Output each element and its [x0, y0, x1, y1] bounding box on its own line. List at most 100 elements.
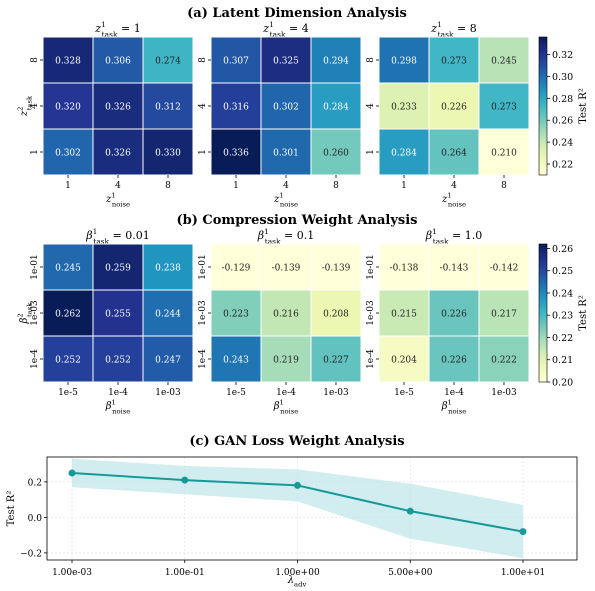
y-tick-label: 8	[30, 57, 40, 63]
cell-label: 0.223	[223, 310, 249, 320]
y-tick-label: 4	[30, 103, 40, 109]
cell-label: 0.330	[155, 149, 181, 159]
x-tick-label: 1	[233, 181, 239, 191]
cell-label: -0.139	[322, 264, 351, 274]
x-axis-label: z1 noise	[105, 192, 130, 209]
data-point	[294, 481, 301, 489]
x-axis-label: z1 noise	[441, 192, 466, 209]
heatmap-title: z1 task = 4	[262, 20, 308, 39]
cell-label: 0.264	[441, 149, 467, 159]
cell-label: 0.243	[223, 356, 249, 366]
cell-label: 0.273	[491, 103, 517, 113]
data-point	[519, 528, 527, 536]
cell-label: 0.262	[55, 310, 81, 320]
colorbar-tick-label: 0.22	[552, 333, 573, 344]
cell-label: 0.226	[441, 310, 467, 320]
heatmap-cell	[428, 335, 480, 383]
data-point	[68, 469, 76, 477]
cell-label: 0.222	[491, 356, 517, 366]
heatmap-cell	[428, 243, 480, 291]
cell-label: -0.139	[272, 264, 301, 274]
y-tick-label: 4	[366, 103, 376, 109]
y-tick-label: 4	[198, 103, 208, 109]
heatmap-cell	[142, 82, 194, 130]
cell-label: 0.274	[155, 57, 181, 67]
heatmap-cell	[42, 36, 94, 84]
cell-label: 0.245	[55, 264, 81, 274]
heatmap-cell	[260, 36, 312, 84]
cell-label: 0.312	[155, 103, 181, 113]
cell-label: 0.307	[223, 57, 249, 67]
cell-label: 0.328	[55, 57, 81, 67]
heatmap-cell	[260, 82, 312, 130]
colorbar-tick-label: 0.24	[552, 138, 573, 149]
cell-label: 0.326	[105, 103, 131, 113]
colorbar-label: Test R²	[578, 295, 589, 331]
heatmap-cell	[210, 289, 262, 337]
y-tick-label: 1e-01	[198, 254, 208, 280]
y-tick-label: 1e-03	[366, 300, 376, 326]
x-tick-label: 1.00e+01	[501, 568, 545, 578]
x-tick-label: 4	[115, 181, 121, 191]
heatmap-cell	[92, 128, 144, 176]
y-tick-label: 0.2	[28, 478, 42, 488]
x-tick-label: 8	[333, 181, 339, 191]
heatmap-cell	[142, 243, 194, 291]
colorbar-tick-label: 0.22	[552, 160, 573, 171]
cell-label: -0.129	[222, 264, 251, 274]
cell-label: 0.208	[323, 310, 349, 320]
cell-label: -0.143	[440, 264, 469, 274]
colorbar-tick-label: 0.24	[552, 288, 573, 299]
cell-label: -0.142	[490, 264, 519, 274]
cell-label: 0.326	[105, 149, 131, 159]
x-tick-label: 1e-4	[444, 388, 464, 398]
heatmap-cell	[92, 289, 144, 337]
cell-label: 0.306	[105, 57, 131, 67]
cell-label: 0.301	[273, 149, 299, 159]
x-axis-label: z1 noise	[273, 192, 298, 209]
x-axis-label: β1 noise	[105, 399, 130, 416]
section-title: (b) Compression Weight Analysis	[177, 213, 418, 228]
heatmap-cell	[478, 243, 530, 291]
x-tick-label: 1e-03	[323, 388, 349, 398]
x-tick-label: 8	[501, 181, 507, 191]
cell-label: 0.210	[491, 149, 517, 159]
y-tick-label: 1	[366, 149, 376, 155]
cell-label: 0.325	[273, 57, 299, 67]
colorbar	[538, 243, 548, 383]
y-tick-label: 1	[198, 149, 208, 155]
y-tick-label: 1e-4	[366, 349, 376, 369]
x-tick-label: 4	[451, 181, 457, 191]
y-tick-label: 1e-01	[30, 254, 40, 280]
section-title: (a) Latent Dimension Analysis	[187, 6, 407, 21]
x-axis-label: λadv	[287, 575, 307, 589]
heatmap-cell	[92, 36, 144, 84]
y-axis-label: Test R²	[6, 491, 17, 527]
cell-label: 0.227	[323, 356, 349, 366]
y-axis-label: β2task	[17, 302, 34, 325]
heatmap-cell	[42, 243, 94, 291]
heatmap-cell	[478, 289, 530, 337]
y-axis-label: z2task	[17, 95, 34, 117]
colorbar-tick-label: 0.26	[552, 116, 573, 127]
heatmap-cell	[310, 36, 362, 84]
heatmap-cell	[142, 36, 194, 84]
colorbar-tick-label: 0.26	[552, 244, 573, 255]
colorbar-label: Test R²	[578, 88, 589, 124]
cell-label: 0.219	[273, 356, 299, 366]
x-tick-label: 8	[165, 181, 171, 191]
colorbar-tick-label: 0.21	[552, 355, 573, 366]
cell-label: 0.284	[391, 149, 417, 159]
cell-label: 0.302	[55, 149, 81, 159]
heatmap-cell	[260, 289, 312, 337]
colorbar-tick-label: 0.20	[552, 378, 573, 389]
x-tick-label: 1	[65, 181, 71, 191]
x-tick-label: 1.00e-01	[165, 568, 205, 578]
plot-frame	[46, 456, 578, 561]
y-tick-label: 1e-03	[30, 300, 40, 326]
x-tick-label: 1	[401, 181, 407, 191]
y-tick-label: −0.2	[20, 549, 42, 559]
cell-label: 0.226	[441, 356, 467, 366]
colorbar-tick-label: 0.28	[552, 94, 573, 105]
cell-label: 0.273	[441, 57, 467, 67]
